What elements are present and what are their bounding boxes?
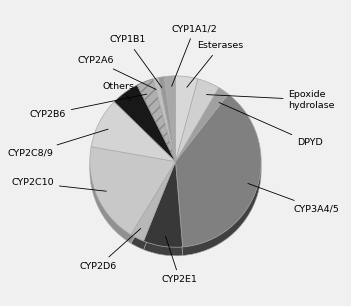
Wedge shape: [137, 79, 176, 162]
Text: CYP3A4/5: CYP3A4/5: [248, 183, 340, 213]
Text: CYP2D6: CYP2D6: [80, 229, 141, 271]
Wedge shape: [176, 88, 229, 162]
Wedge shape: [90, 147, 176, 235]
Text: CYP1B1: CYP1B1: [109, 35, 162, 88]
Wedge shape: [131, 170, 176, 250]
Text: DPYD: DPYD: [219, 103, 323, 147]
Text: Others: Others: [102, 82, 134, 101]
Text: CYP1A1/2: CYP1A1/2: [172, 24, 217, 86]
Wedge shape: [144, 162, 183, 247]
Wedge shape: [176, 79, 219, 162]
Text: CYP2A6: CYP2A6: [77, 56, 156, 89]
Wedge shape: [114, 85, 176, 162]
Wedge shape: [131, 162, 176, 241]
Text: CYP2C10: CYP2C10: [11, 178, 106, 191]
Wedge shape: [144, 170, 183, 256]
Wedge shape: [176, 94, 261, 247]
Wedge shape: [159, 76, 176, 162]
Wedge shape: [176, 103, 261, 256]
Wedge shape: [153, 78, 176, 162]
Text: Epoxide
hydrolase: Epoxide hydrolase: [206, 90, 335, 110]
Wedge shape: [164, 76, 176, 162]
Text: CYP2B6: CYP2B6: [29, 94, 147, 119]
Wedge shape: [91, 102, 176, 162]
Text: Esterases: Esterases: [187, 41, 243, 87]
Text: CYP2E1: CYP2E1: [162, 236, 198, 284]
Wedge shape: [90, 155, 176, 243]
Text: CYP2C8/9: CYP2C8/9: [8, 129, 108, 158]
Wedge shape: [176, 76, 198, 162]
